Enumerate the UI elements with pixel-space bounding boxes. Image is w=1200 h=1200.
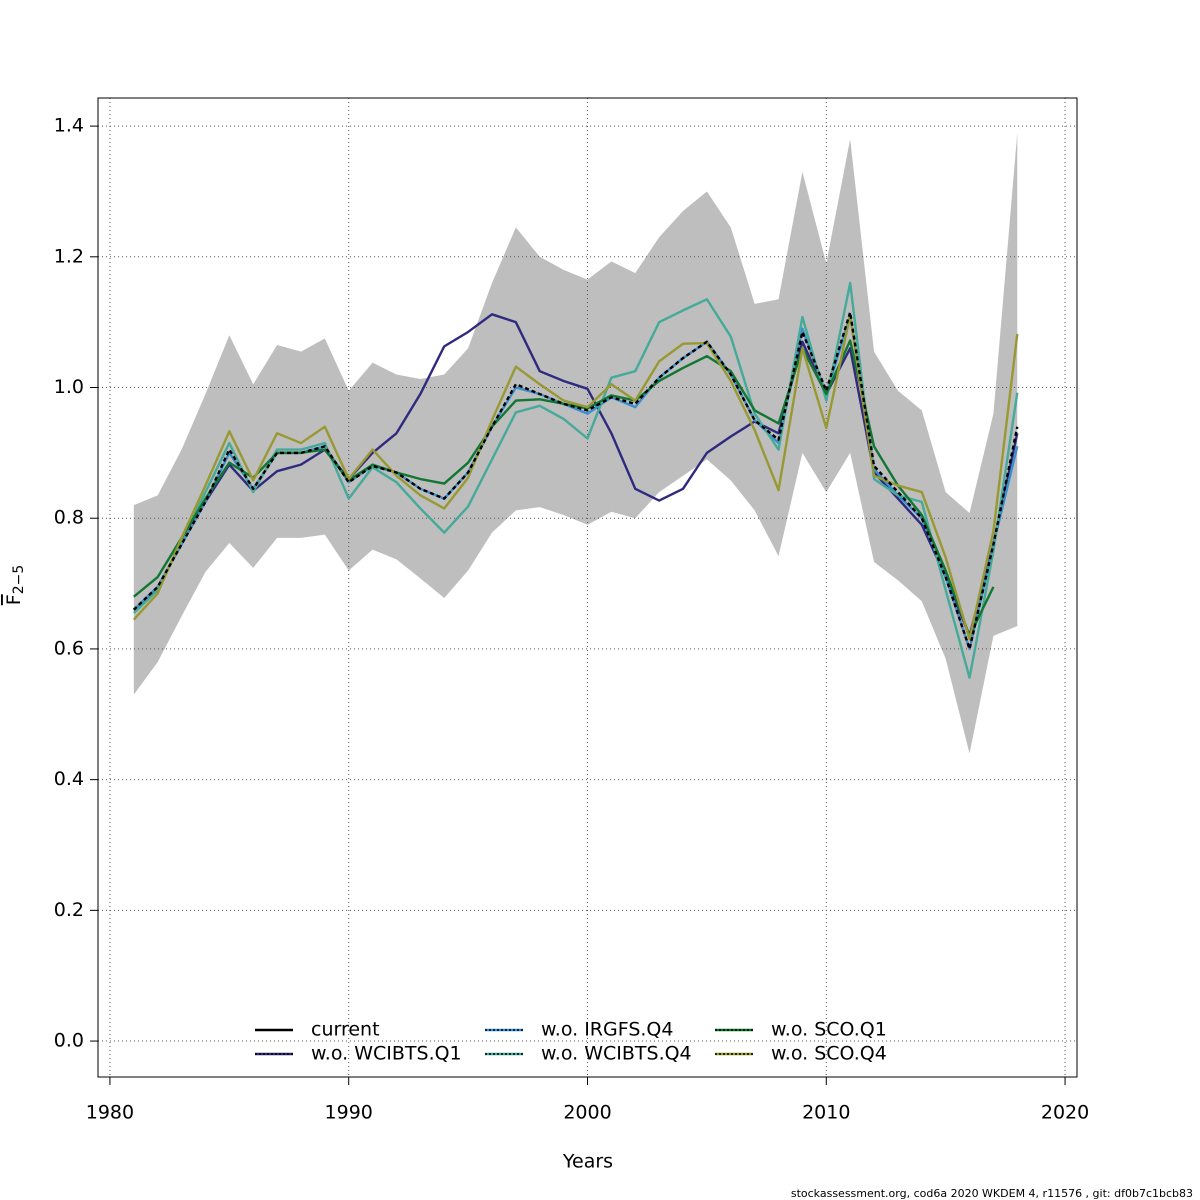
plot-frame [97,97,1078,1078]
series-line [132,311,1019,651]
y-tick-label: 1.2 [54,245,84,267]
confidence-band [133,132,1018,754]
y-axis-label: F2−5 [3,565,28,605]
y-tick-label: 0.6 [54,637,84,659]
x-axis-label: Years [562,1151,613,1173]
x-tick-label: 2000 [563,1102,611,1124]
y-tick-label: 0.4 [54,768,84,790]
x-tick-label: 2020 [1041,1102,1089,1124]
legend-label: w.o. IRGFS.Q4 [541,1019,673,1041]
legend-label: w.o. WCIBTS.Q1 [311,1043,462,1065]
y-tick-label: 1.0 [54,376,84,398]
series-line [132,314,1019,641]
x-tick-label: 2010 [802,1102,850,1124]
legend-label: w.o. SCO.Q4 [771,1043,887,1065]
y-tick-label: 0.2 [54,899,84,921]
x-tick-label: 1980 [86,1102,134,1124]
y-tick-label: 0.8 [54,507,84,529]
y-tick-label: 0.0 [54,1030,84,1052]
y-tick-label: 1.4 [54,115,84,137]
y-label-sub: 2−5 [11,565,27,595]
legend-label: w.o. SCO.Q1 [771,1019,887,1041]
footer: stockassessment.org, cod6a 2020 WKDEM 4,… [791,1187,1193,1200]
series-line [133,339,995,638]
legend-label: w.o. WCIBTS.Q4 [541,1043,692,1065]
legend-label: current [311,1019,380,1041]
x-tick-label: 1990 [325,1102,373,1124]
y-label-main: F [3,594,25,605]
